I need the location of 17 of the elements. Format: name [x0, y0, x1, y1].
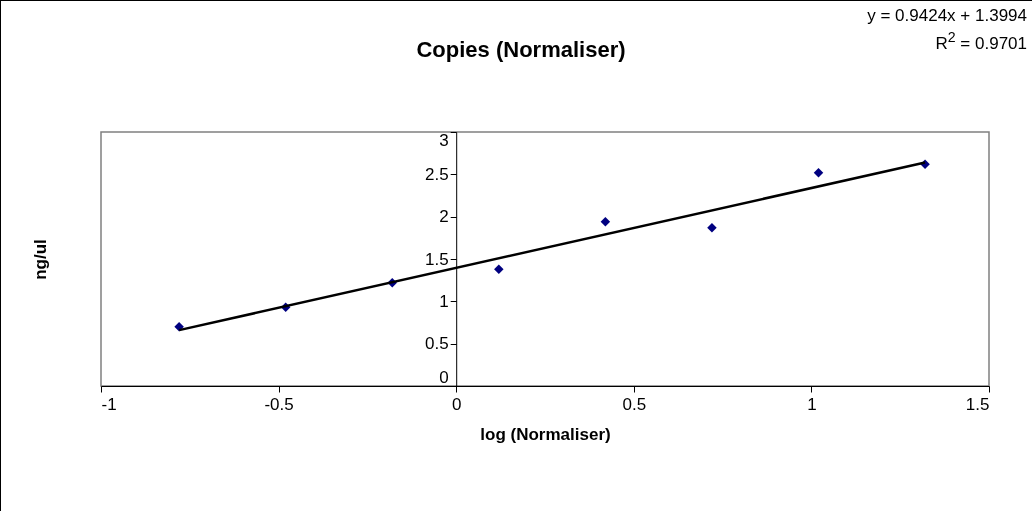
x-tick-label: -0.5	[264, 394, 294, 414]
text: y = 0.9424x + 1.3994	[867, 5, 1027, 27]
y-tick-label: 1	[439, 291, 449, 311]
x-tick-label: 0.5	[622, 394, 647, 414]
x-tick-label: -1	[101, 394, 117, 414]
y-tick-label: 0	[439, 367, 449, 387]
text: R$^{2}$ = 0.9701	[934, 27, 1027, 55]
x-tick-label: 1.5	[965, 394, 990, 414]
y-tick-label: 0.5	[425, 334, 449, 354]
y-tick-label: 2.5	[425, 164, 449, 184]
x-tick-label: 1	[807, 394, 817, 414]
chart-title: Copies (Normaliser)	[416, 37, 626, 62]
y-tick-label: 3	[439, 130, 449, 150]
y-tick-label: 1.5	[425, 249, 449, 269]
y-tick-label: 2	[439, 207, 449, 227]
y-axis-title: ng/ul	[30, 239, 50, 280]
x-axis-title: log (Normaliser)	[480, 424, 611, 444]
